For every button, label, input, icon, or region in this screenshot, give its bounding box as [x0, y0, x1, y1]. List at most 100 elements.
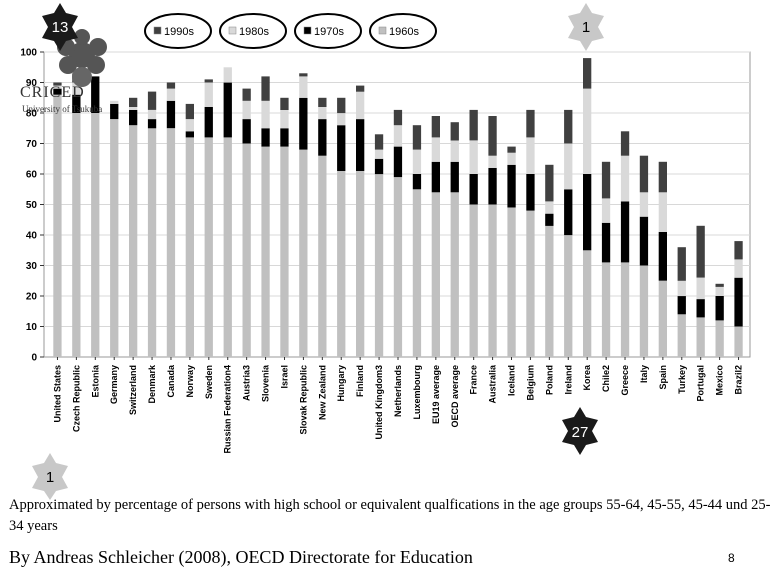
bar-segment-1990s [280, 98, 288, 110]
bar-segment-1960s [186, 137, 194, 357]
x-tick-label: Korea [582, 364, 592, 391]
bar-segment-1970s [337, 125, 345, 171]
bar-segment-1960s [413, 189, 421, 357]
y-tick-label: 60 [26, 170, 38, 181]
bar-segment-1970s [507, 165, 515, 208]
bar-segment-1990s [318, 98, 326, 107]
bar-segment-1970s [602, 223, 610, 263]
bar-segment-1960s [640, 266, 648, 358]
bar-segment-1990s [413, 125, 421, 149]
bar-segment-1960s [470, 205, 478, 358]
bar-segment-1980s [375, 150, 383, 159]
bar-segment-1980s [564, 144, 572, 190]
bar-segment-1960s [375, 174, 383, 357]
bar-segment-1960s [697, 317, 705, 357]
x-tick-label: Iceland [507, 365, 517, 396]
x-tick-label: Slovak Republic [298, 365, 308, 435]
bar-segment-1980s [167, 89, 175, 101]
bar-segment-1980s [621, 156, 629, 202]
bar-segment-1960s [129, 125, 137, 357]
bar-segment-1960s [280, 147, 288, 357]
bar-segment-1970s [526, 174, 534, 211]
bar-segment-1980s [697, 278, 705, 299]
bar-segment-1980s [507, 153, 515, 165]
bar-segment-1980s [224, 67, 232, 82]
bar-segment-1970s [261, 128, 269, 146]
bar-segment-1970s [129, 110, 137, 125]
x-tick-label: Estonia [90, 364, 100, 398]
bar-segment-1970s [148, 119, 156, 128]
legend-label-1990s: 1990s [164, 26, 194, 38]
bar-segment-1960s [451, 192, 459, 357]
x-tick-label: New Zealand [317, 365, 327, 420]
bar-segment-1980s [318, 107, 326, 119]
x-tick-label: Slovenia [261, 364, 271, 402]
bar-segment-1990s [659, 162, 667, 193]
badge-middle-label: 27 [572, 424, 589, 441]
bar-segment-1970s [621, 201, 629, 262]
bar-segment-1990s [243, 89, 251, 101]
bar-segment-1980s [394, 125, 402, 146]
y-tick-label: 20 [26, 292, 38, 303]
bar-segment-1970s [110, 104, 118, 119]
x-tick-label: Finland [355, 365, 365, 397]
x-tick-label: Luxembourg [412, 365, 422, 420]
badge-top-right-label: 1 [582, 19, 590, 36]
bar-segment-1970s [564, 189, 572, 235]
bar-segment-1990s [602, 162, 610, 199]
bar-segment-1960s [564, 235, 572, 357]
bar-segment-1980s [640, 192, 648, 216]
x-tick-label: Brazil2 [734, 365, 744, 395]
bar-segment-1980s [337, 113, 345, 125]
bar-segment-1980s [110, 101, 118, 104]
bar-segment-1960s [148, 128, 156, 357]
bar-segment-1970s [583, 174, 591, 250]
bar-segment-1980s [470, 141, 478, 175]
x-tick-label: Mexico [715, 365, 725, 396]
bar-segment-1960s [583, 250, 591, 357]
bar-segment-1960s [602, 262, 610, 357]
x-tick-label: Hungary [336, 365, 346, 402]
bar-segment-1960s [432, 192, 440, 357]
x-tick-label: Israel [280, 365, 290, 389]
legend-label-1970s: 1970s [314, 26, 344, 38]
bar-segment-1980s [678, 281, 686, 296]
bar-segment-1960s [91, 113, 99, 357]
bar-segment-1990s [432, 116, 440, 137]
bar-segment-1970s [186, 131, 194, 137]
bar-segment-1990s [261, 76, 269, 100]
bar-segment-1970s [356, 119, 364, 171]
bar-segment-1970s [678, 296, 686, 314]
bar-segment-1990s [470, 110, 478, 140]
x-tick-label: Norway [185, 365, 195, 398]
legend-label-1960s: 1960s [389, 26, 419, 38]
bar-segment-1960s [318, 156, 326, 357]
x-tick-label: OECD average [450, 365, 460, 428]
bar-segment-1960s [224, 137, 232, 357]
bar-segment-1990s [621, 131, 629, 155]
bar-segment-1970s [413, 174, 421, 189]
bar-segment-1960s [621, 262, 629, 357]
page-number: 8 [728, 551, 735, 565]
bar-segment-1960s [299, 150, 307, 357]
bar-segment-1980s [432, 137, 440, 161]
bar-segment-1970s [205, 107, 213, 137]
bar-segment-1980s [356, 92, 364, 120]
y-tick-label: 50 [26, 200, 38, 211]
legend-swatch-1970s [304, 27, 311, 34]
y-tick-label: 100 [20, 48, 37, 59]
bar-segment-1980s [659, 192, 667, 232]
bar-segment-1990s [678, 247, 686, 281]
chart: 0 10 20 30 40 50 60 70 80 90 100 United States Czec… [0, 0, 783, 500]
bar-segment-1990s [186, 104, 194, 119]
bar-segment-1970s [167, 101, 175, 128]
bar-segment-1980s [734, 259, 742, 277]
y-tick-label: 40 [26, 231, 38, 242]
bar-segment-1980s [526, 137, 534, 174]
bar-segment-1990s [734, 241, 742, 259]
x-tick-label: Denmark [147, 364, 157, 404]
legend-swatch-1980s [229, 27, 236, 34]
bar-segment-1980s [602, 198, 610, 222]
bar-segment-1990s [697, 226, 705, 278]
